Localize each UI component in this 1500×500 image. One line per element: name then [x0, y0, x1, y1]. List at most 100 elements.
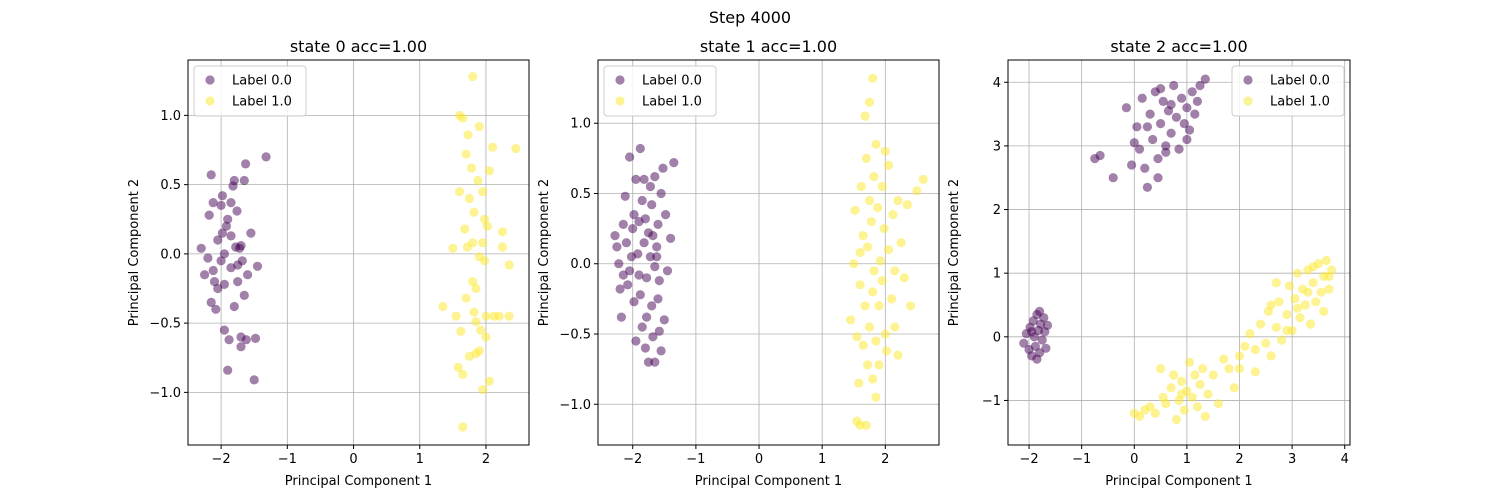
scatter-point [204, 210, 214, 220]
scatter-point [504, 260, 514, 270]
scatter-point [871, 139, 881, 149]
scatter-point [469, 307, 479, 317]
scatter-point [629, 297, 639, 307]
scatter-point [631, 174, 641, 184]
scatter-point [1305, 319, 1316, 329]
scatter-point [634, 270, 644, 280]
scatter-point [1195, 379, 1205, 390]
legend-marker [205, 96, 215, 106]
x-tick-label: −1 [278, 452, 297, 467]
y-tick-label: 2 [993, 203, 1001, 218]
axes-frame [597, 59, 940, 446]
legend-box [603, 65, 717, 117]
legend-marker [1243, 75, 1253, 85]
scatter-point [237, 256, 247, 266]
legend-marker [615, 96, 625, 106]
scatter-point [208, 265, 218, 276]
scatter-point [239, 290, 249, 300]
scatter-point [1256, 319, 1266, 329]
series-label-1 [846, 73, 928, 430]
scatter-point [659, 315, 669, 325]
x-tick-label: −1 [1072, 452, 1091, 467]
y-tick-label: 0 [993, 330, 1001, 345]
scatter-point [1192, 402, 1202, 412]
scatter-point [1142, 122, 1152, 132]
scatter-point [229, 301, 239, 312]
scatter-point [1316, 287, 1326, 297]
scatter-point [219, 279, 229, 289]
scatter-point [669, 158, 679, 168]
scatter-point [236, 241, 246, 251]
scatter-point [1224, 364, 1234, 374]
scatter-point [1277, 335, 1287, 345]
scatter-point [1324, 284, 1334, 294]
legend-label: Label 1.0 [232, 95, 292, 110]
scatter-point [652, 252, 662, 262]
scatter-point [1169, 370, 1179, 380]
scatter-point [1295, 313, 1305, 323]
y-tick-label: 1.0 [160, 109, 181, 124]
scatter-point [661, 210, 671, 220]
scatter-point [648, 332, 658, 342]
scatter-point [1234, 351, 1245, 361]
scatter-point [1240, 341, 1250, 351]
scatter-point [868, 374, 878, 384]
scatter-point [863, 242, 873, 252]
scatter-point [868, 287, 878, 297]
scatter-point [226, 231, 236, 241]
scatter-point [635, 143, 645, 154]
scatter-point [1174, 144, 1184, 154]
scatter-point [468, 238, 478, 248]
scatter-point [1161, 399, 1171, 409]
scatter-point [1308, 278, 1318, 288]
scatter-point [211, 304, 221, 314]
scatter-point [629, 210, 639, 220]
scatter-point [196, 243, 206, 253]
series-label-1 [1129, 255, 1337, 425]
y-tick-label: −1.0 [559, 398, 591, 413]
scatter-point [454, 187, 465, 197]
scatter-point [873, 202, 883, 213]
x-axis-label: Principal Component 1 [695, 474, 842, 489]
scatter-point [1134, 144, 1145, 154]
scatter-point [1142, 182, 1152, 192]
series-label-1 [438, 72, 521, 432]
scatter-point [1182, 103, 1192, 113]
scatter-point [906, 301, 916, 311]
scatter-point [899, 273, 909, 283]
legend-label: Label 0.0 [642, 74, 702, 89]
scatter-point [1127, 160, 1137, 170]
scatter-point [875, 256, 885, 266]
scatter-point [869, 172, 879, 182]
scatter-point [488, 142, 498, 152]
scatter-point [1200, 74, 1210, 84]
scatter-point [1019, 338, 1029, 348]
scatter-point [890, 322, 900, 332]
scatter-point [213, 283, 223, 294]
scatter-point [468, 277, 478, 287]
scatter-point [871, 336, 881, 346]
scatter-point [482, 221, 492, 231]
scatter-point [1300, 300, 1310, 310]
scatter-point [653, 219, 663, 229]
scatter-point [856, 181, 866, 192]
scatter-point [642, 312, 652, 322]
scatter-point [868, 73, 878, 83]
scatter-point [1184, 125, 1195, 135]
scatter-point [1027, 327, 1037, 337]
scatter-point [453, 362, 463, 372]
scatter-point [869, 266, 879, 276]
scatter-point [1032, 354, 1042, 364]
scatter-point [217, 191, 227, 201]
scatter-point [206, 170, 216, 180]
scatter-point [1041, 343, 1051, 353]
scatter-point [612, 242, 622, 252]
scatter-point [1271, 322, 1281, 332]
x-tick-label: 1 [1183, 452, 1191, 467]
scatter-point [855, 247, 865, 258]
scatter-point [1282, 325, 1292, 336]
scatter-point [1171, 112, 1181, 122]
scatter-point [223, 214, 233, 224]
scatter-point [216, 256, 226, 266]
scatter-point [863, 360, 873, 370]
